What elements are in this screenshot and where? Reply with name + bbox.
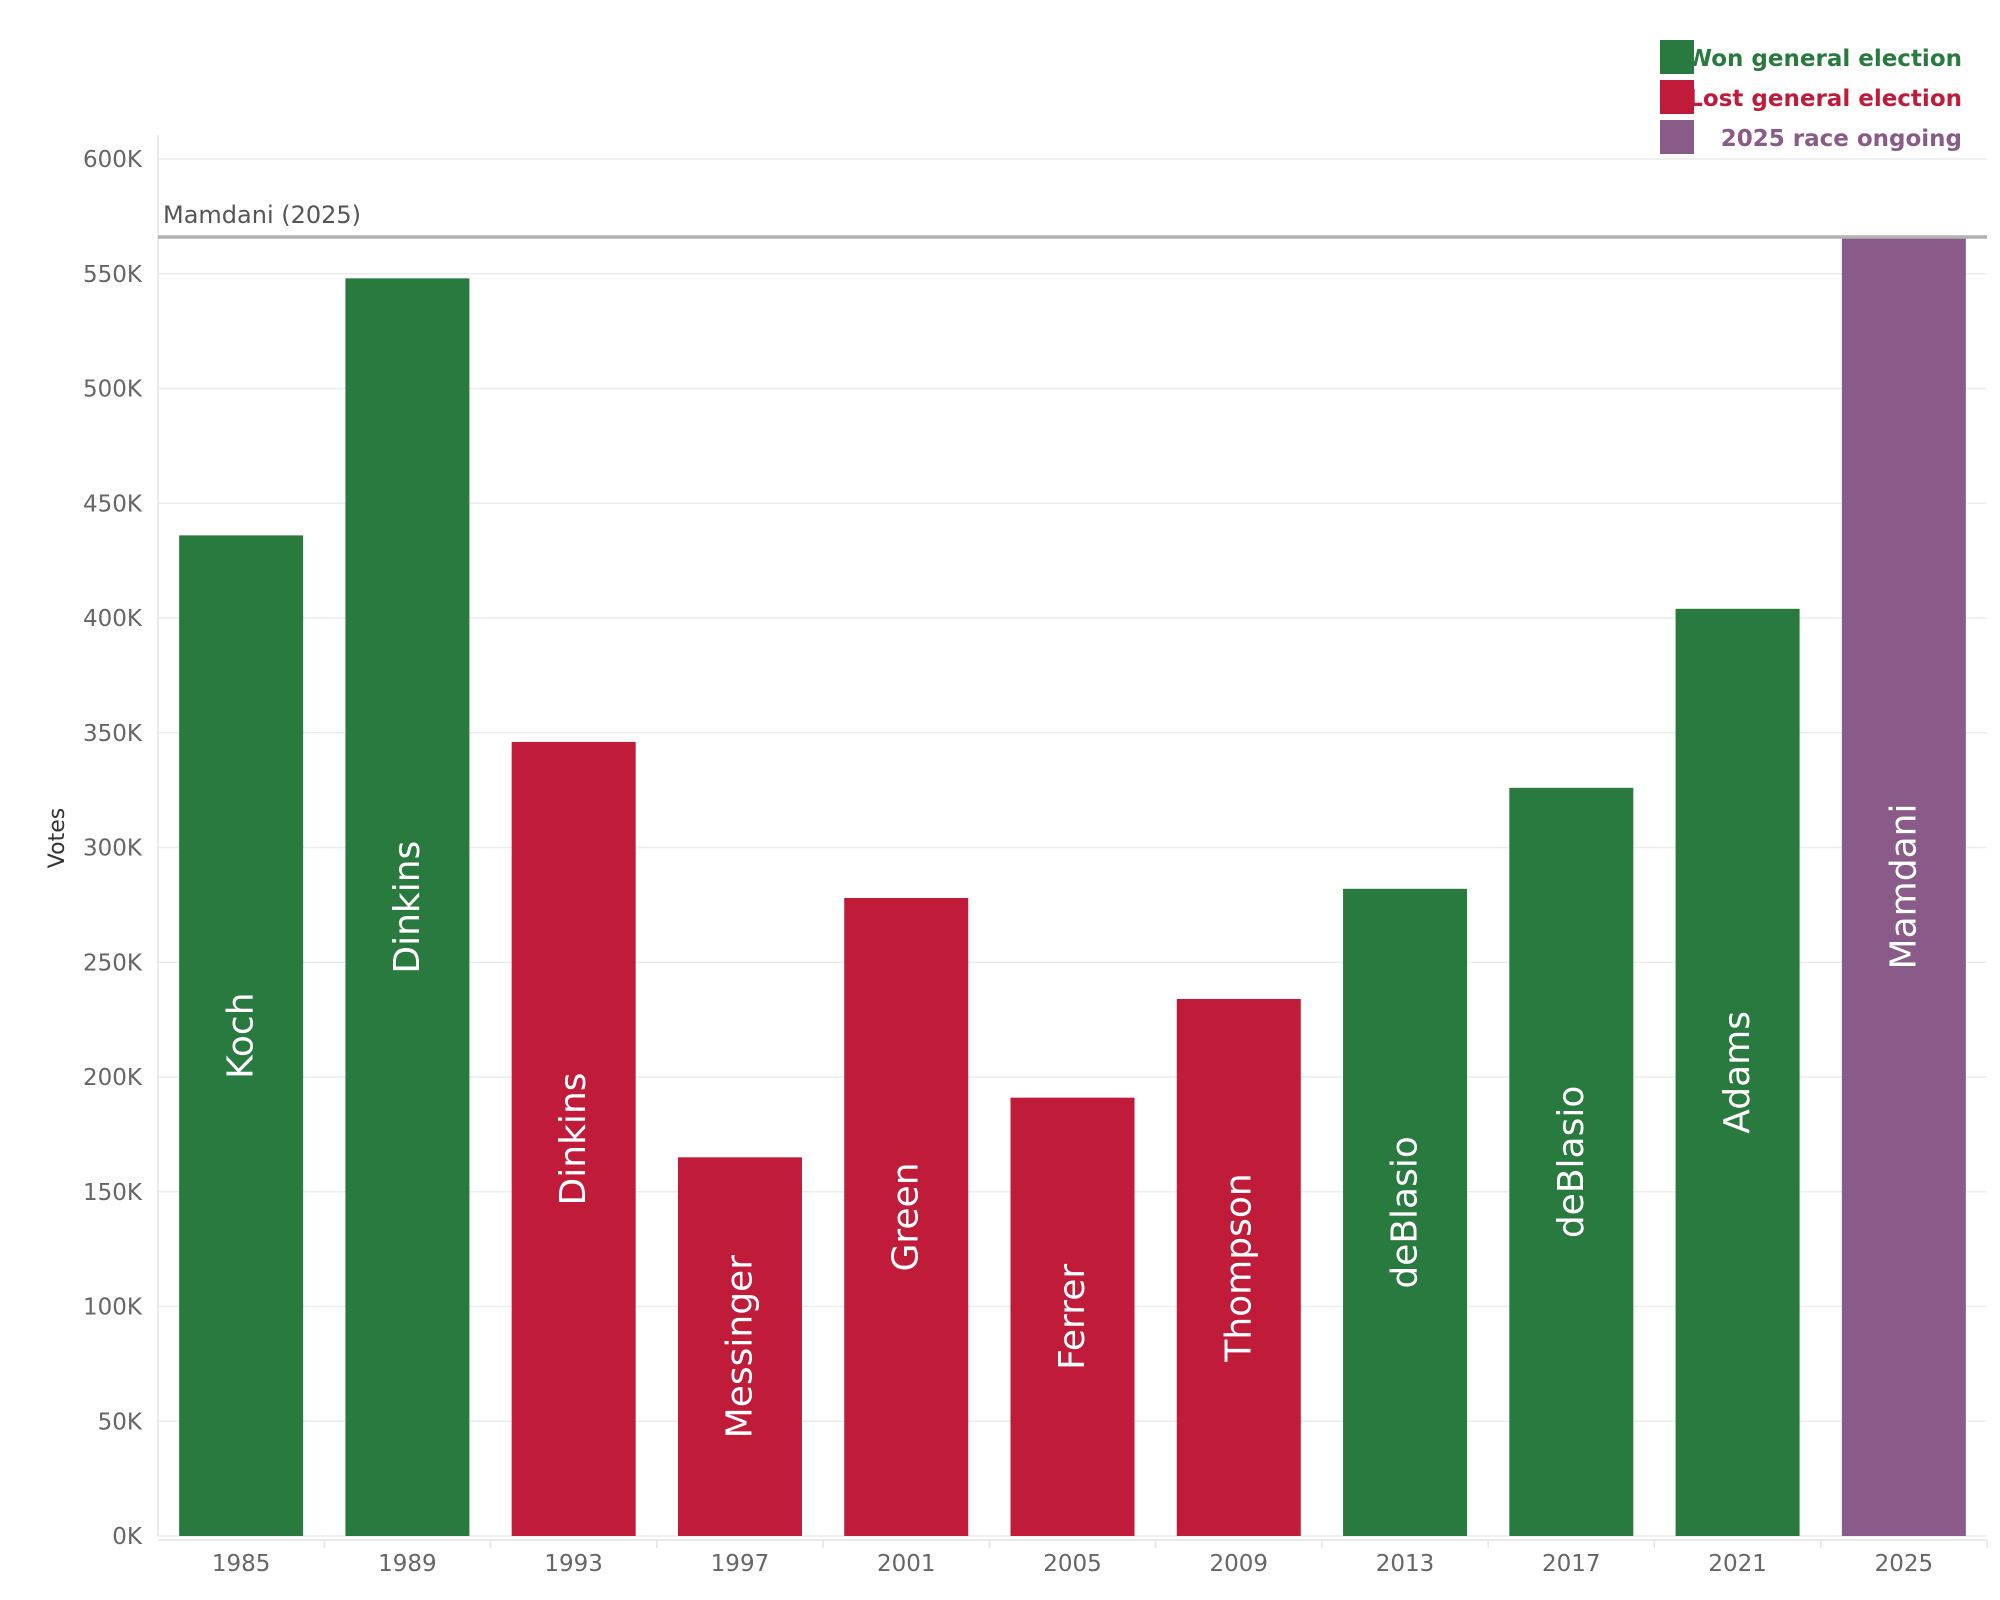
- bar: [1841, 237, 1966, 1536]
- y-tick-label: 150K: [83, 1180, 143, 1206]
- bar: [345, 278, 470, 1537]
- y-tick-label: 350K: [83, 721, 143, 747]
- reference-line-label: Mamdani (2025): [163, 201, 361, 229]
- x-tick-label: 2005: [1043, 1551, 1102, 1577]
- y-tick-label: 50K: [98, 1409, 143, 1435]
- y-axis-title: Votes: [45, 808, 70, 868]
- bar-label: deBlasio: [1385, 1136, 1426, 1289]
- y-tick-label: 250K: [83, 950, 143, 976]
- x-tick-label: 2017: [1542, 1551, 1601, 1577]
- bar-label: Green: [886, 1162, 927, 1271]
- bar-label: Dinkins: [553, 1072, 594, 1205]
- y-tick-label: 300K: [83, 836, 143, 862]
- legend-label: Lost general election: [1688, 86, 1962, 112]
- bar: [511, 741, 636, 1536]
- x-tick-label: 2013: [1376, 1551, 1435, 1577]
- y-tick-label: 600K: [83, 147, 143, 173]
- legend-label: 2025 race ongoing: [1721, 126, 1962, 152]
- x-tick-label: 2025: [1875, 1551, 1934, 1577]
- bar-label: Koch: [221, 992, 262, 1078]
- bar-label: deBlasio: [1551, 1086, 1592, 1239]
- bar-label: Ferrer: [1052, 1264, 1093, 1370]
- y-tick-label: 500K: [83, 377, 143, 403]
- y-tick-label: 100K: [83, 1295, 143, 1321]
- bar-label: Dinkins: [387, 841, 428, 974]
- legend-swatch: [1660, 80, 1694, 114]
- y-tick-label: 0K: [112, 1524, 143, 1550]
- x-tick-label: 1985: [212, 1551, 271, 1577]
- bar-label: Messinger: [719, 1255, 760, 1439]
- bar: [677, 1157, 802, 1536]
- bar-label: Adams: [1717, 1011, 1758, 1134]
- legend-swatch: [1660, 120, 1694, 154]
- bar-label: Mamdani: [1883, 804, 1924, 970]
- y-tick-label: 200K: [83, 1065, 143, 1091]
- x-tick-label: 1997: [711, 1551, 770, 1577]
- bar: [1509, 787, 1634, 1536]
- bar: [1010, 1097, 1135, 1536]
- y-tick-label: 450K: [83, 491, 143, 517]
- x-tick-label: 1989: [378, 1551, 437, 1577]
- x-tick-label: 2021: [1708, 1551, 1767, 1577]
- bar: [179, 535, 304, 1536]
- bar-label: Thompson: [1218, 1173, 1259, 1362]
- bar: [1176, 998, 1301, 1536]
- x-tick-label: 1993: [544, 1551, 603, 1577]
- legend-swatch: [1660, 40, 1694, 74]
- bar: [844, 897, 969, 1536]
- legend-label: Won general election: [1687, 46, 1962, 72]
- bar: [1343, 888, 1468, 1536]
- bar: [1675, 608, 1800, 1536]
- x-tick-label: 2009: [1209, 1551, 1268, 1577]
- x-tick-label: 2001: [877, 1551, 936, 1577]
- y-tick-label: 550K: [83, 262, 143, 288]
- y-tick-label: 400K: [83, 606, 143, 632]
